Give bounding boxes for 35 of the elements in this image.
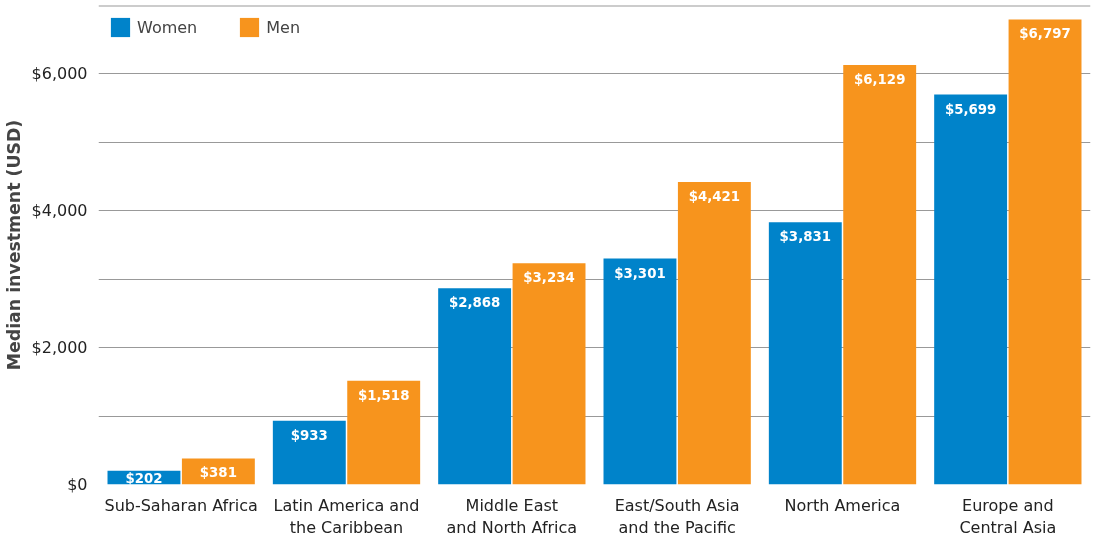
y-tick-label: $0: [67, 475, 88, 494]
data-label: $2,868: [448, 295, 501, 311]
data-label: $5,699: [944, 101, 997, 117]
data-label: $6,797: [1019, 26, 1071, 42]
legend-label: Men: [266, 17, 301, 37]
data-label: $6,129: [853, 72, 906, 88]
bar: [843, 65, 917, 485]
y-tick-label: $6,000: [31, 64, 88, 84]
x-tick-label: Latin America and the Caribbean: [273, 495, 420, 538]
x-tick-label: North America: [784, 495, 901, 515]
x-tick-label: Middle East and North Africa: [446, 495, 578, 538]
bar: [603, 258, 677, 485]
bar: [1008, 19, 1082, 485]
data-label: $933: [290, 427, 328, 443]
bar: [768, 222, 842, 485]
data-label: $3,234: [523, 270, 575, 286]
bar: [512, 263, 586, 485]
data-label: $4,421: [688, 188, 741, 204]
bar: [272, 420, 346, 485]
x-tick-label: East/South Asia and the Pacific: [614, 495, 740, 538]
data-label: $3,831: [779, 229, 832, 245]
bar: [677, 181, 751, 485]
bar: [347, 380, 421, 485]
bar: [934, 94, 1008, 485]
x-tick-label: Europe and Central Asia: [959, 495, 1057, 538]
data-label: $1,518: [357, 387, 410, 403]
legend-label: Women: [137, 17, 198, 37]
data-label: $3,301: [614, 265, 666, 281]
data-label: $381: [199, 464, 237, 480]
y-tick-label: $4,000: [31, 201, 88, 221]
y-axis-title: Median investment (USD): [3, 119, 24, 371]
y-tick-label: $2,000: [31, 338, 88, 358]
bar: [438, 288, 512, 485]
x-tick-label: Sub-Saharan Africa: [104, 495, 258, 515]
data-label: $202: [125, 470, 163, 486]
